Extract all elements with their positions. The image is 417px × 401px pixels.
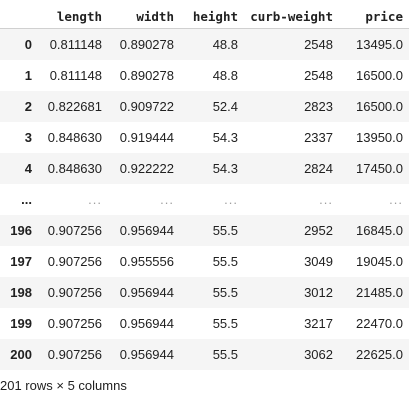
cell-length: 0.848630 — [47, 160, 102, 176]
cell-curb-weight: 3217 — [304, 315, 333, 331]
cell-width: ... — [160, 191, 174, 207]
cell-length: ... — [88, 191, 102, 207]
table-row: 199 0.907256 0.956944 55.5 3217 22470.0 — [0, 307, 409, 339]
table-row: 197 0.907256 0.955556 55.5 3049 19045.0 — [0, 245, 409, 277]
cell-width: 0.890278 — [119, 67, 174, 83]
cell-price: 22470.0 — [356, 315, 403, 331]
cell-curb-weight: 3049 — [304, 253, 333, 269]
cell-curb-weight: 2548 — [304, 36, 333, 52]
cell-width: 0.909722 — [119, 98, 174, 114]
table-row: 196 0.907256 0.956944 55.5 2952 16845.0 — [0, 214, 409, 246]
cell-length: 0.811148 — [49, 36, 102, 52]
cell-width: 0.890278 — [119, 36, 174, 52]
cell-price: 16500.0 — [356, 98, 403, 114]
cell-width: 0.922222 — [119, 160, 174, 176]
cell-width: 0.956944 — [119, 222, 174, 238]
cell-height: 55.5 — [212, 346, 238, 362]
cell-curb-weight: 2548 — [304, 67, 333, 83]
cell-curb-weight: 2823 — [304, 98, 333, 114]
cell-curb-weight: ... — [319, 191, 333, 207]
cell-price: 16500.0 — [356, 67, 403, 83]
column-header-height: height — [180, 4, 244, 29]
cell-curb-weight: 3012 — [304, 284, 333, 300]
column-header-length: length — [38, 4, 108, 29]
cell-height: 55.5 — [212, 222, 238, 238]
cell-curb-weight: 2337 — [304, 129, 333, 145]
cell-price: ... — [389, 191, 403, 207]
row-index: 198 — [10, 284, 32, 300]
row-index: ... — [21, 191, 32, 207]
table-row: 1 0.811148 0.890278 48.8 2548 16500.0 — [0, 59, 409, 91]
cell-length: 0.907256 — [47, 222, 102, 238]
cell-height: 52.4 — [212, 98, 238, 114]
row-index: 4 — [24, 160, 32, 176]
table-row: 0 0.811148 0.890278 48.8 2548 13495.0 — [0, 28, 409, 60]
cell-price: 13950.0 — [356, 129, 403, 145]
cell-length: 0.907256 — [47, 346, 102, 362]
row-index: 196 — [10, 222, 32, 238]
cell-height: 55.5 — [212, 284, 238, 300]
cell-height: 48.8 — [212, 67, 238, 83]
column-header-price: price — [339, 4, 409, 29]
dataframe-table: length width height curb-weight price 0 … — [0, 4, 409, 370]
cell-length: 0.822681 — [47, 98, 102, 114]
cell-height: 48.8 — [212, 36, 238, 52]
table-row: 2 0.822681 0.909722 52.4 2823 16500.0 — [0, 90, 409, 122]
cell-price: 16845.0 — [356, 222, 403, 238]
cell-height: 55.5 — [212, 253, 238, 269]
cell-width: 0.956944 — [119, 315, 174, 331]
dataframe-shape: 201 rows × 5 columns — [0, 377, 127, 393]
cell-curb-weight: 2824 — [304, 160, 333, 176]
column-header-width: width — [108, 4, 180, 29]
cell-height: 55.5 — [212, 315, 238, 331]
cell-width: 0.955556 — [119, 253, 174, 269]
cell-width: 0.956944 — [119, 346, 174, 362]
cell-curb-weight: 3062 — [304, 346, 333, 362]
row-index: 3 — [24, 129, 32, 145]
row-index: 200 — [10, 346, 32, 362]
cell-length: 0.811148 — [49, 67, 102, 83]
table-row: 198 0.907256 0.956944 55.5 3012 21485.0 — [0, 276, 409, 308]
row-index: 0 — [24, 36, 32, 52]
row-index: 197 — [10, 253, 32, 269]
cell-length: 0.907256 — [47, 253, 102, 269]
cell-height: ... — [224, 191, 238, 207]
table-row: 4 0.848630 0.922222 54.3 2824 17450.0 — [0, 152, 409, 184]
cell-width: 0.956944 — [119, 284, 174, 300]
cell-price: 21485.0 — [356, 284, 403, 300]
cell-length: 0.848630 — [47, 129, 102, 145]
cell-price: 22625.0 — [356, 346, 403, 362]
row-index: 2 — [24, 98, 32, 114]
row-index: 199 — [10, 315, 32, 331]
column-header-curb-weight: curb-weight — [244, 4, 339, 29]
cell-height: 54.3 — [212, 160, 238, 176]
cell-price: 13495.0 — [356, 36, 403, 52]
cell-width: 0.919444 — [119, 129, 174, 145]
cell-price: 17450.0 — [356, 160, 403, 176]
row-index: 1 — [24, 67, 32, 83]
table-body: 0 0.811148 0.890278 48.8 2548 13495.0 1 … — [0, 28, 409, 370]
cell-curb-weight: 2952 — [304, 222, 333, 238]
ellipsis-row: ... ... ... ... ... ... — [0, 183, 409, 215]
table-row: 200 0.907256 0.956944 55.5 3062 22625.0 — [0, 338, 409, 370]
cell-length: 0.907256 — [47, 284, 102, 300]
cell-price: 19045.0 — [356, 253, 403, 269]
table-row: 3 0.848630 0.919444 54.3 2337 13950.0 — [0, 121, 409, 153]
index-header — [0, 4, 38, 29]
header-row: length width height curb-weight price — [0, 4, 409, 29]
cell-height: 54.3 — [212, 129, 238, 145]
cell-length: 0.907256 — [47, 315, 102, 331]
table-header: length width height curb-weight price — [0, 4, 409, 29]
